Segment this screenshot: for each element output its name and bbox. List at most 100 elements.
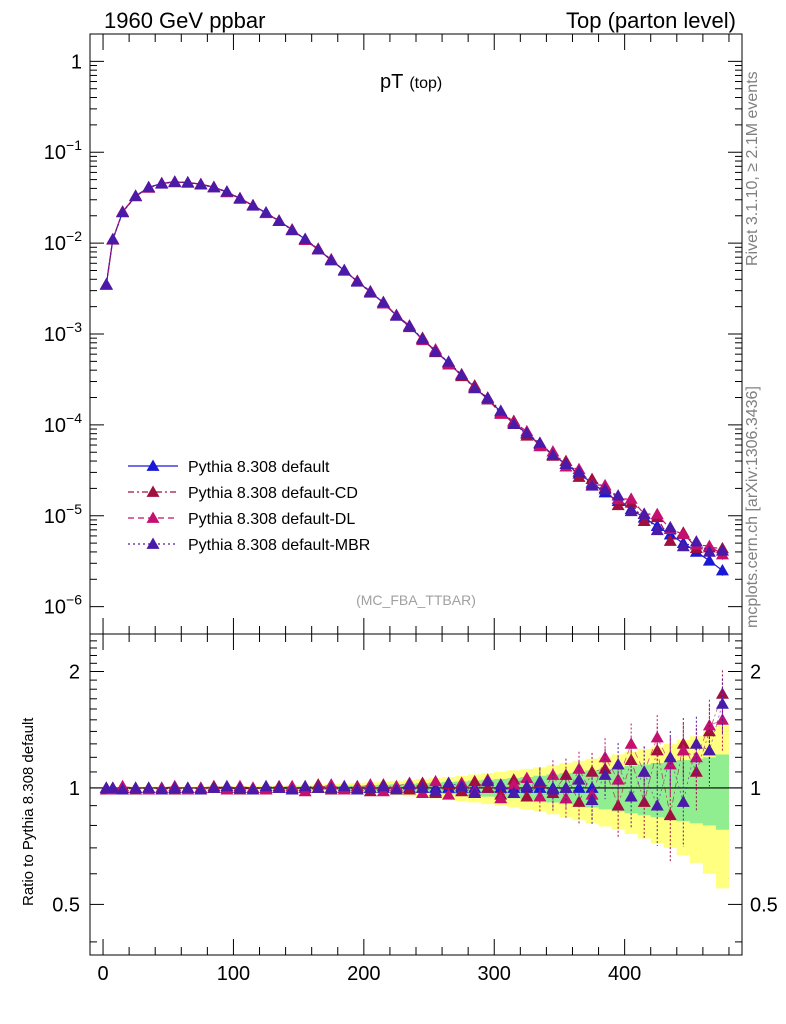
y-tick-label: 10−3 [44,319,82,346]
data-point-mbr [624,504,638,517]
data-point-mbr [337,263,351,275]
ratio-point-cd [650,743,664,756]
data-point-mbr [676,539,690,552]
ratio-point-mbr [507,786,521,798]
ratio-point-mbr [715,697,729,709]
data-point-mbr [142,180,156,193]
ratio-point-mbr [520,779,534,792]
ratio-point-mbr [624,790,638,802]
ratio-point-cd [559,768,573,780]
ratio-point-dl [572,762,586,774]
legend-label-mbr: Pythia 8.308 default-MBR [188,537,370,554]
plot-title-sub: (top) [409,75,442,92]
data-point-mbr [376,295,390,308]
data-point-cd [637,514,651,526]
ratio-point-cd [624,753,638,766]
ratio-point-mbr [155,783,169,795]
ratio-point-mbr [572,773,586,785]
data-point-mbr [363,285,377,297]
y-tick-exp: −6 [66,592,82,608]
ratio-point-mbr [116,783,130,795]
ratio-point-mbr [585,793,599,806]
ratio-point-cd [676,737,690,749]
data-point-mbr [246,199,260,211]
y-tick-exp: −5 [66,501,82,517]
ratio-point-dl [611,773,625,785]
legend-label-cd: Pythia 8.308 default-CD [188,485,358,502]
data-point-dl [702,539,716,551]
x-tick-label: 300 [478,963,511,985]
ratio-point-mbr [611,757,625,770]
data-point-mbr [298,232,312,244]
data-point-mbr [181,175,195,188]
ratio-y-tick-label: 1 [69,778,80,800]
ratio-point-mbr [455,779,469,792]
data-point-default [702,554,716,566]
data-point-mbr [194,178,208,190]
y-tick-base: 10 [44,506,66,528]
y-tick-label: 10−2 [44,228,82,255]
ratio-point-mbr [311,781,325,793]
ratio-point-mbr [285,783,299,795]
ratio-point-mbr [129,781,143,793]
ratio-point-cd [481,781,495,793]
data-point-mbr [429,345,443,357]
y-tick-exp: −1 [66,137,82,153]
header-left: 1960 GeV ppbar [104,8,266,33]
data-point-mbr [155,177,169,189]
analysis-name: (MC_FBA_TTBAR) [356,592,476,608]
ratio-point-mbr [598,768,612,780]
ratio-y-tick-label-right: 2 [750,661,761,683]
legend-marker-dl [146,511,160,523]
ratio-point-mbr [389,783,403,795]
ratio-point-dl [429,774,443,787]
legend-marker-mbr [146,537,160,549]
y-tick-base: 10 [44,142,66,164]
ratio-y-tick-label-right: 0.5 [750,894,778,916]
ratio-point-mbr [442,776,456,788]
ratio-point-cd [637,795,651,807]
x-tick-label: 100 [217,963,250,985]
ratio-point-cd [689,765,703,777]
data-point-mbr [324,253,338,265]
ratio-point-mbr [246,783,260,795]
ratio-point-mbr [350,783,364,795]
y-tick-label: 10−4 [44,410,82,437]
data-point-mbr [637,507,651,519]
ratio-point-mbr [481,774,495,787]
ratio-point-dl [442,788,456,800]
data-point-mbr [585,479,599,491]
data-point-mbr [350,275,364,287]
data-point-mbr [272,214,286,226]
ratio-point-mbr [533,774,547,787]
ratio-point-mbr [363,781,377,793]
y-tick-exp: −4 [66,410,82,426]
x-tick-label: 0 [97,963,108,985]
ratio-point-dl [676,743,690,756]
y-tick-label: 10−1 [44,137,82,164]
data-point-mbr [402,319,416,331]
ratio-point-dl [624,737,638,749]
ratio-point-mbr [168,781,182,793]
ratio-point-dl [598,750,612,763]
data-point-mbr [129,189,143,201]
header-right: Top (parton level) [566,8,736,33]
ratio-point-dl [520,771,534,784]
data-point-mbr [715,544,729,556]
data-point-mbr [702,545,716,557]
y-tick-base: 10 [44,233,66,255]
data-point-mbr [168,175,182,187]
plot-title: pT (top) [380,71,442,93]
data-point-default [715,563,729,576]
ratio-y-tick-label: 2 [69,661,80,683]
y-tick-exp: −2 [66,228,82,244]
legend-label-default: Pythia 8.308 default [188,459,330,476]
x-tick-label: 400 [608,963,641,985]
data-point-mbr [455,368,469,380]
y-tick-base: 10 [44,324,66,346]
y-tick-base: 10 [44,597,66,619]
ratio-point-mbr [676,795,690,807]
data-point-mbr [259,206,273,218]
legend-marker-default [146,459,160,471]
